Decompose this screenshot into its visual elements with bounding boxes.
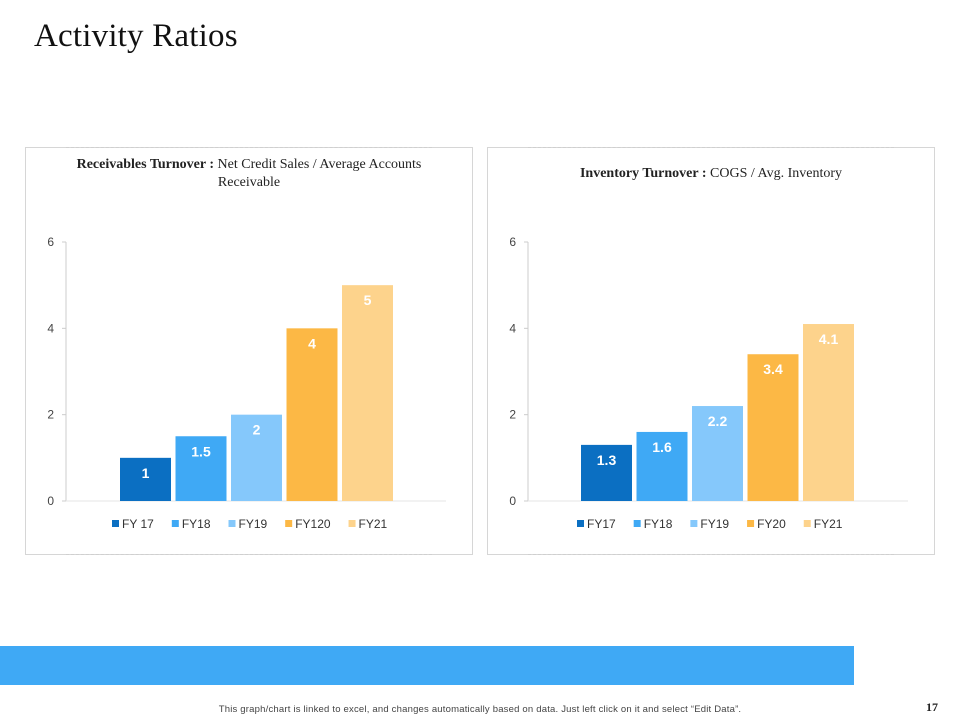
receivables-chart: 0 2 4 6 1 1.5 2 4 5 FY 17 FY18 FY19 FY120 FY21 [47, 235, 446, 531]
legend-entry: FY 17 [122, 517, 154, 531]
bar[interactable] [692, 406, 743, 501]
legend-swatch [228, 520, 236, 527]
y-tick-label: 0 [509, 494, 516, 508]
legend-entry: FY17 [587, 517, 616, 531]
chart-title: Receivables Turnover : Net Credit Sales … [46, 156, 452, 192]
bar[interactable] [636, 431, 688, 501]
chart-title-bold: Receivables Turnover : [76, 157, 215, 172]
bar-data-label: 5 [364, 292, 372, 308]
bar-data-label: 1.5 [191, 443, 211, 459]
bar[interactable] [120, 457, 171, 501]
legend-swatch [348, 520, 356, 527]
chart-title: Inventory Turnover : COGS / Avg. Invento… [508, 165, 914, 183]
legend-swatch [285, 520, 293, 527]
y-tick-label: 2 [509, 408, 516, 422]
legend-swatch [633, 520, 641, 527]
bar[interactable] [175, 436, 227, 501]
y-tick-label: 2 [47, 408, 54, 422]
legend-swatch [112, 520, 119, 527]
legend-entry: FY18 [182, 517, 211, 531]
bar-data-label: 1.3 [597, 452, 617, 468]
bar-data-label: 1 [142, 465, 150, 481]
chart-title-formula: Net Credit Sales / Average Accounts Rece… [214, 157, 422, 190]
inventory-chart-panel[interactable]: Inventory Turnover : COGS / Avg. Invento… [487, 147, 935, 555]
y-tick-label: 6 [509, 235, 516, 249]
y-tick-label: 0 [47, 494, 54, 508]
bar-data-label: 4.1 [819, 331, 839, 347]
page-title: Activity Ratios [34, 18, 238, 54]
footer-band [0, 646, 854, 685]
legend-swatch [171, 520, 179, 527]
legend-entry: FY20 [757, 517, 786, 531]
y-tick-label: 6 [47, 235, 54, 249]
bar-data-label: 3.4 [763, 361, 783, 377]
bar[interactable] [342, 285, 393, 501]
bar-data-label: 2 [253, 422, 261, 438]
bar[interactable] [286, 328, 338, 501]
legend-entry: FY21 [814, 517, 843, 531]
legend-entry: FY18 [644, 517, 673, 531]
y-tick-label: 4 [47, 321, 54, 335]
bar[interactable] [581, 444, 632, 501]
bar[interactable] [231, 414, 282, 501]
bar-data-label: 4 [308, 335, 316, 351]
legend-entry: FY19 [700, 517, 729, 531]
receivables-chart-panel[interactable]: Receivables Turnover : Net Credit Sales … [25, 147, 473, 555]
y-tick-label: 4 [509, 321, 516, 335]
inventory-chart: 0 2 4 6 1.3 1.6 2.2 3.4 4.1 FY17 FY18 FY19 FY20 FY21 [509, 235, 908, 531]
bar-data-label: 1.6 [652, 439, 672, 455]
bar-data-label: 2.2 [708, 413, 728, 429]
legend-swatch [803, 520, 811, 527]
footer-note: This graph/chart is linked to excel, and… [218, 704, 742, 715]
legend-entry: FY19 [239, 517, 268, 531]
legend-swatch [690, 520, 698, 527]
legend-swatch [747, 520, 755, 527]
page-number: 17 [926, 700, 938, 714]
legend-swatch [577, 520, 584, 527]
bar[interactable] [803, 324, 854, 501]
legend-entry: FY21 [359, 517, 388, 531]
chart-title-formula: COGS / Avg. Inventory [706, 166, 842, 181]
chart-title-bold: Inventory Turnover : [579, 166, 707, 181]
legend-entry: FY120 [295, 517, 331, 531]
bar[interactable] [747, 354, 799, 501]
